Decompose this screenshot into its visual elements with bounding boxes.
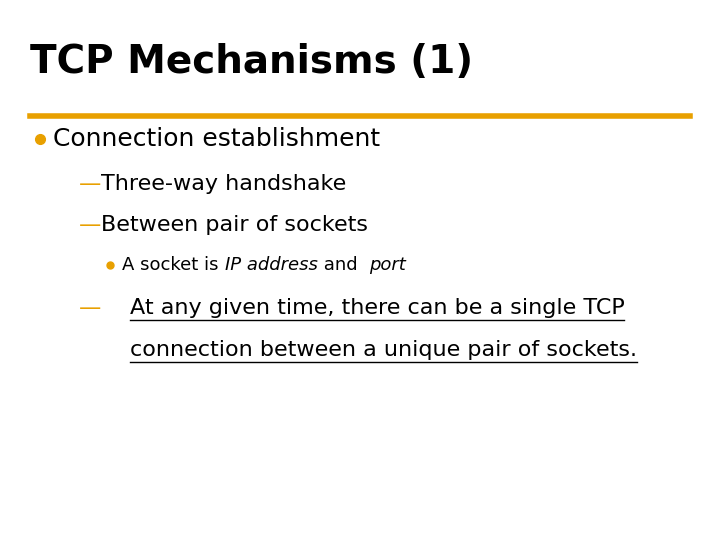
Text: —: — [79,298,102,318]
Text: port: port [369,256,405,274]
Text: A socket is: A socket is [122,256,225,274]
Text: —: — [79,215,102,235]
Text: connection between a unique pair of sockets.: connection between a unique pair of sock… [130,340,636,360]
Text: Connection establishment: Connection establishment [53,127,380,151]
Text: Three-way handshake: Three-way handshake [101,174,346,194]
Text: At any given time, there can be a single TCP: At any given time, there can be a single… [130,298,624,318]
Text: —: — [79,174,102,194]
Text: IP address: IP address [225,256,318,274]
Text: TCP Mechanisms (1): TCP Mechanisms (1) [30,43,473,81]
Text: Between pair of sockets: Between pair of sockets [101,215,368,235]
Text: and: and [318,256,369,274]
